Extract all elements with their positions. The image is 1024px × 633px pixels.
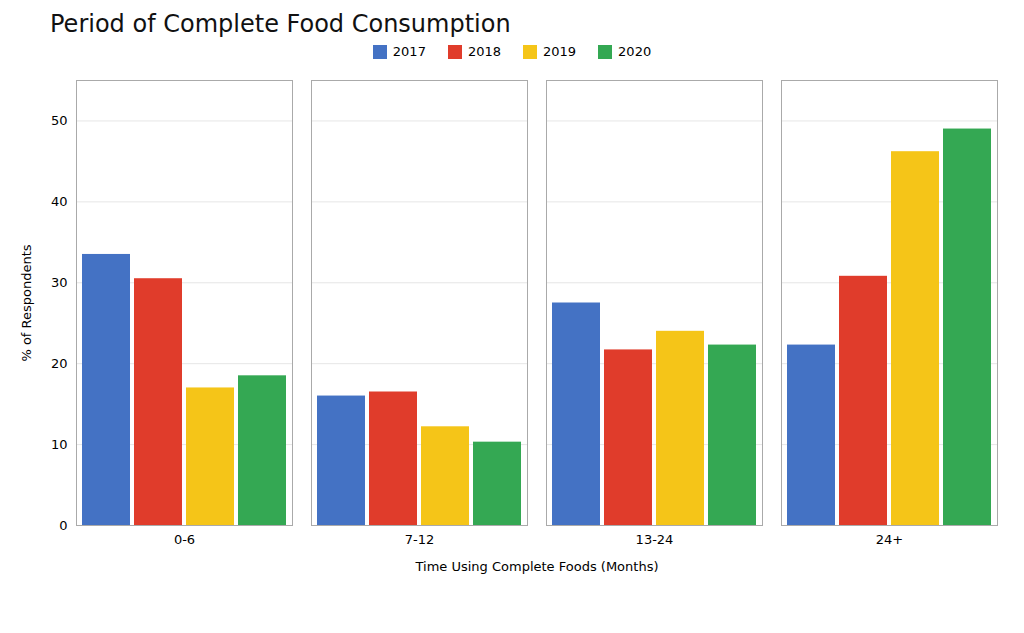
svg-text:30: 30 — [51, 275, 68, 290]
html-text:Period of Complete Food Consum: Period of Complete Food Consumption — [50, 10, 511, 38]
svg-text:24+: 24+ — [876, 532, 903, 547]
svg-text:7-12: 7-12 — [405, 532, 435, 547]
svg-text:0: 0 — [59, 518, 67, 533]
svg-text:10: 10 — [51, 437, 68, 452]
svg-text:13-24: 13-24 — [636, 532, 674, 547]
html-text:2019: 2019 — [543, 44, 577, 59]
html-text:2017: 2017 — [392, 44, 426, 59]
svg-text:50: 50 — [51, 113, 68, 128]
svg-text:% of Respondents: % of Respondents — [19, 244, 34, 361]
svg-text:20: 20 — [51, 356, 68, 371]
html-text:2020: 2020 — [618, 44, 652, 59]
svg-text:Time Using Complete Foods (Mon: Time Using Complete Foods (Months) — [415, 559, 659, 574]
svg-text:40: 40 — [51, 194, 68, 209]
svg-text:0-6: 0-6 — [174, 532, 195, 547]
html-text:2018: 2018 — [467, 44, 501, 59]
